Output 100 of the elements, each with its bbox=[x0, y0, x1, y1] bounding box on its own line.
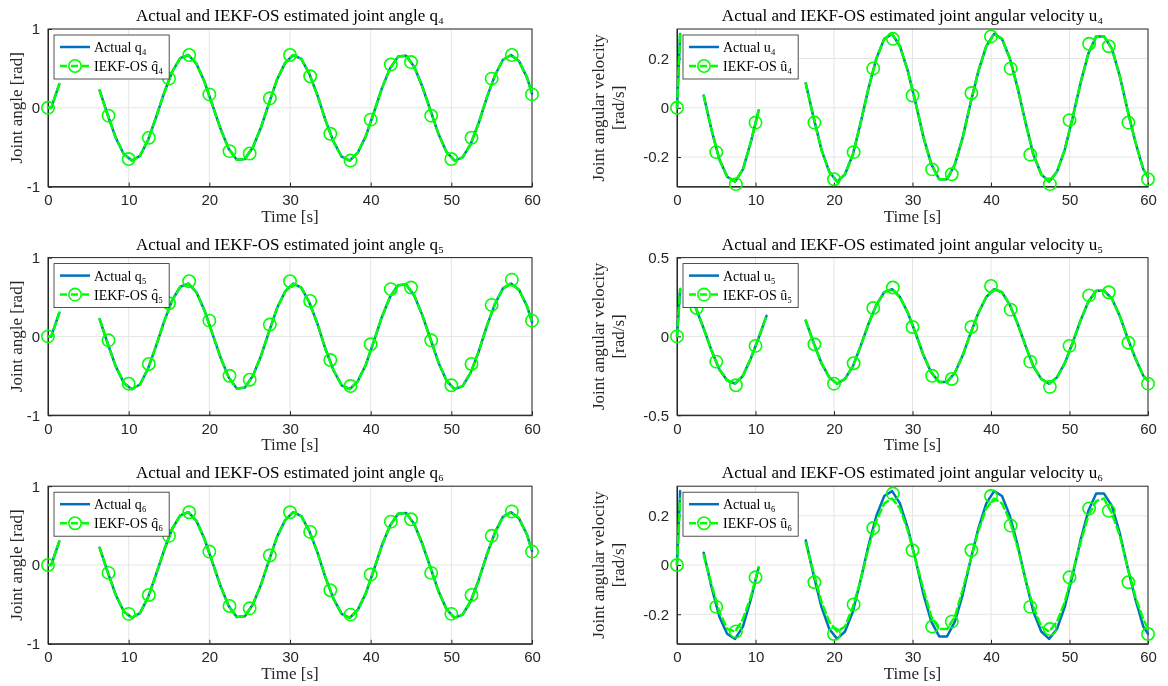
x-tick-label: 0 bbox=[44, 191, 53, 209]
x-tick-label: 10 bbox=[747, 419, 765, 437]
point bbox=[748, 570, 763, 585]
point bbox=[964, 319, 979, 334]
x-tick-label: 40 bbox=[362, 648, 380, 666]
point bbox=[964, 543, 979, 558]
x-tick-label: 10 bbox=[120, 419, 138, 437]
point bbox=[1062, 570, 1077, 585]
y-tick-label: 0.2 bbox=[648, 507, 669, 525]
point bbox=[1003, 61, 1018, 76]
point bbox=[262, 317, 277, 332]
x-tick-label: 10 bbox=[747, 191, 765, 209]
point bbox=[242, 601, 257, 616]
point bbox=[424, 565, 439, 580]
point bbox=[846, 356, 861, 371]
point bbox=[525, 544, 539, 559]
x-tick-label: 50 bbox=[443, 648, 461, 666]
chart-title: Actual and IEKF-OS estimated joint angle q₄ bbox=[135, 6, 445, 25]
x-tick-label: 0 bbox=[44, 419, 53, 437]
point bbox=[41, 558, 55, 572]
point bbox=[709, 599, 724, 614]
point bbox=[283, 274, 297, 289]
point bbox=[846, 597, 861, 612]
y-tick-label: 0.5 bbox=[648, 248, 669, 266]
point bbox=[827, 376, 841, 391]
point bbox=[343, 607, 358, 622]
point bbox=[444, 152, 459, 166]
point bbox=[1141, 626, 1155, 641]
point bbox=[1121, 575, 1136, 590]
point bbox=[101, 333, 116, 348]
legend-label: IEKF-OS q̂₄ bbox=[94, 59, 164, 74]
y-tick-label: 1 bbox=[31, 20, 40, 38]
point bbox=[283, 505, 297, 520]
x-tick-label: 60 bbox=[1140, 419, 1157, 437]
point bbox=[728, 624, 743, 639]
point bbox=[323, 583, 338, 598]
point bbox=[383, 514, 398, 529]
y-axis-title: Joint angle [rad] bbox=[7, 52, 26, 164]
point bbox=[748, 115, 763, 130]
point bbox=[807, 337, 822, 352]
x-tick-label: 40 bbox=[983, 419, 1000, 437]
point bbox=[984, 489, 998, 504]
point bbox=[1101, 503, 1116, 518]
point bbox=[866, 301, 881, 315]
x-tick-label: 40 bbox=[362, 191, 380, 209]
x-tick-label: 30 bbox=[904, 419, 922, 437]
x-tick-label: 10 bbox=[747, 648, 765, 666]
point bbox=[504, 272, 519, 287]
point bbox=[182, 48, 197, 62]
legend-label: Actual q₆ bbox=[94, 497, 147, 513]
x-tick-label: 50 bbox=[443, 191, 461, 209]
point bbox=[1042, 622, 1057, 636]
x-tick-label: 60 bbox=[524, 419, 541, 437]
point bbox=[1023, 354, 1038, 369]
x-tick-label: 40 bbox=[362, 419, 380, 437]
x-tick-label: 10 bbox=[120, 648, 138, 666]
x-tick-label: 50 bbox=[1061, 648, 1079, 666]
point bbox=[444, 378, 459, 393]
x-tick-label: 0 bbox=[673, 419, 682, 437]
point bbox=[1121, 335, 1136, 350]
point bbox=[343, 153, 358, 168]
point bbox=[1121, 115, 1136, 130]
point bbox=[41, 100, 55, 115]
x-axis-title: Time [s] bbox=[261, 206, 319, 226]
point bbox=[944, 614, 959, 629]
point bbox=[262, 91, 277, 106]
x-tick-label: 20 bbox=[201, 191, 219, 209]
point bbox=[424, 108, 439, 123]
point bbox=[202, 313, 217, 328]
x-tick-label: 60 bbox=[524, 191, 541, 209]
x-tick-label: 60 bbox=[524, 648, 541, 666]
point bbox=[303, 524, 318, 539]
point bbox=[525, 87, 539, 102]
point bbox=[404, 512, 418, 527]
x-tick-label: 20 bbox=[826, 419, 843, 437]
x-tick-label: 10 bbox=[120, 191, 138, 209]
point bbox=[846, 145, 861, 160]
point bbox=[1082, 501, 1097, 516]
y-tick-label: 0 bbox=[660, 556, 669, 574]
x-tick-label: 20 bbox=[826, 648, 843, 666]
point bbox=[1082, 36, 1097, 51]
x-axis-title: Time [s] bbox=[883, 663, 942, 683]
point bbox=[827, 172, 841, 187]
point bbox=[944, 167, 959, 182]
y-tick-label: -0.5 bbox=[643, 406, 669, 424]
point bbox=[504, 504, 519, 519]
point bbox=[242, 146, 257, 161]
point bbox=[885, 486, 900, 501]
chart-title: Actual and IEKF-OS estimated joint angular velocity u₆ bbox=[721, 463, 1104, 483]
point bbox=[905, 543, 920, 558]
point bbox=[182, 274, 197, 289]
point bbox=[1141, 172, 1155, 187]
chart-title: Actual and IEKF-OS estimated joint angular velocity u₄ bbox=[721, 6, 1104, 25]
point bbox=[283, 48, 297, 62]
y-tick-label: 0 bbox=[31, 99, 40, 117]
y-tick-label: 0.2 bbox=[648, 49, 669, 67]
chart-title: Actual and IEKF-OS estimated joint angle q₅ bbox=[135, 234, 445, 254]
point bbox=[202, 544, 217, 559]
point bbox=[709, 354, 724, 369]
y-axis-title: Joint angular velocity [rad/s] bbox=[589, 262, 628, 411]
